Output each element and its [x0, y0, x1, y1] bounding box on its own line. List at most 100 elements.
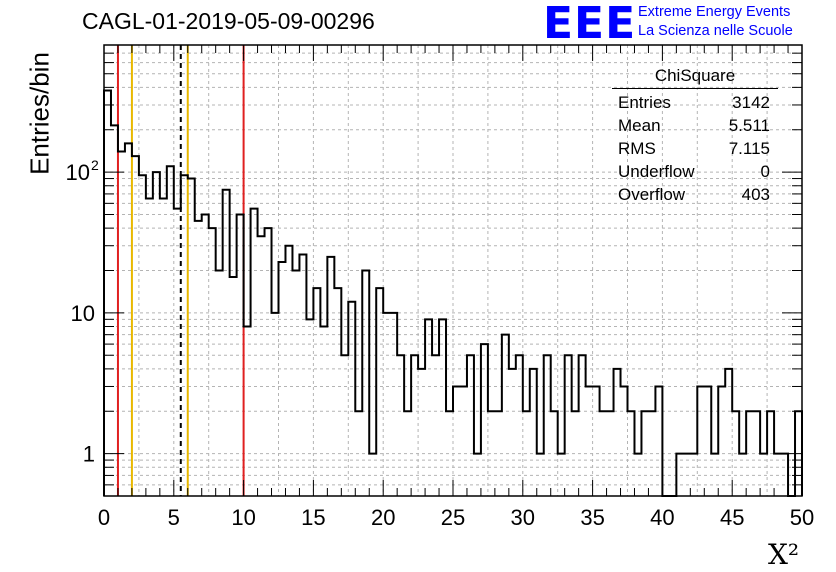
histogram-bin [628, 411, 635, 496]
histogram-outline [103, 89, 803, 497]
stats-value: 5.511 [728, 116, 770, 135]
histogram-bin [418, 369, 425, 496]
histogram-bin [495, 411, 502, 496]
x-tick-label: 45 [720, 505, 744, 530]
histogram-bin [697, 386, 704, 496]
stats-value: 0 [760, 162, 770, 181]
histogram-bin [425, 319, 432, 496]
histogram-bin [327, 257, 334, 496]
histogram-bin [167, 166, 174, 496]
histogram-bin [265, 228, 272, 496]
stats-row: Entries 3142 [612, 91, 778, 114]
stats-row: Overflow 403 [612, 183, 778, 206]
histogram-bin [195, 221, 202, 496]
stats-row: Underflow 0 [612, 160, 778, 183]
histogram-bin [774, 454, 781, 496]
histogram-bin [558, 454, 565, 496]
histogram-bin [118, 152, 125, 496]
stats-label: Underflow [618, 162, 695, 181]
histogram-bin [320, 327, 327, 496]
histogram-bin [299, 254, 306, 496]
histogram-bin [334, 288, 341, 496]
histogram-bin [181, 175, 188, 496]
histogram-bin [537, 454, 544, 496]
histogram-bin [648, 411, 655, 496]
histogram-bin [411, 355, 418, 496]
histogram-bin [272, 313, 279, 496]
histogram-bin [446, 411, 453, 496]
x-axis-label: X² [768, 538, 800, 571]
histogram-bin [746, 411, 753, 496]
x-tick-label: 30 [511, 505, 535, 530]
x-tick-label: 20 [371, 505, 395, 530]
histogram-bin [188, 179, 195, 496]
y-tick-label: 10 [66, 160, 90, 185]
x-tick-label: 15 [301, 505, 325, 530]
histogram-bin [683, 454, 690, 496]
histogram-bin [341, 355, 348, 496]
y-tick-label: 10 [71, 301, 95, 326]
histogram-bin [160, 198, 167, 496]
histogram-bin [258, 236, 265, 496]
histogram-bin [474, 454, 481, 496]
histogram-bin [753, 411, 760, 496]
histogram-bin [292, 271, 299, 497]
histogram-bin [230, 277, 237, 496]
histogram-bin [516, 355, 523, 496]
stats-label: RMS [618, 139, 656, 158]
histogram-bin [739, 454, 746, 496]
histogram-bin [732, 411, 739, 496]
histogram-bin [369, 454, 376, 496]
histogram-bin [216, 271, 223, 497]
histogram-bin [104, 91, 111, 496]
histogram-bin [467, 355, 474, 496]
stats-value: 3142 [732, 93, 770, 112]
x-tick-label: 0 [98, 505, 110, 530]
histogram-bin [586, 386, 593, 496]
histogram-bin [153, 172, 160, 496]
histogram-bin [725, 369, 732, 496]
y-tick-exponent: 2 [91, 157, 99, 173]
histogram-bin [690, 454, 697, 496]
histogram-bin [767, 411, 774, 496]
histogram-bin [593, 386, 600, 496]
stats-label: Mean [618, 116, 661, 135]
x-tick-label: 5 [168, 505, 180, 530]
histogram-bin [125, 143, 132, 496]
histogram-bin [544, 355, 551, 496]
histogram-bin [565, 355, 572, 496]
histogram-bin [676, 454, 683, 496]
histogram-bin [551, 411, 558, 496]
histogram-bin [621, 386, 628, 496]
histogram-bin [523, 411, 530, 496]
stats-label: Entries [618, 93, 671, 112]
histogram-bin [572, 411, 579, 496]
histogram-bin [481, 344, 488, 496]
y-tick-label: 1 [83, 442, 95, 467]
chart-title: CAGL-01-2019-05-09-00296 [82, 8, 375, 34]
histogram-bin [348, 302, 355, 496]
histogram-bin [390, 313, 397, 496]
histogram-bin [139, 175, 146, 496]
histogram-bin [509, 369, 516, 496]
stats-value: 403 [741, 185, 770, 204]
histogram-bin [530, 369, 537, 496]
histogram-bin [355, 411, 362, 496]
histogram-bin [607, 411, 614, 496]
x-tick-label: 10 [231, 505, 255, 530]
histogram-bin [453, 386, 460, 496]
histogram-bin [251, 209, 258, 496]
y-axis-label: Entries/bin [24, 52, 55, 175]
histogram-bin [202, 214, 209, 496]
stats-title: ChiSquare [612, 66, 778, 89]
histogram-bin [383, 313, 390, 496]
histogram-bin [362, 271, 369, 497]
histogram-bin [432, 355, 439, 496]
histogram-bin [209, 228, 216, 496]
stats-value: 7.115 [728, 139, 770, 158]
histogram-bin [279, 262, 286, 496]
stats-row: Mean 5.511 [612, 114, 778, 137]
eee-logo-line1: Extreme Energy Events [638, 4, 791, 20]
stats-box: ChiSquare Entries 3142 Mean 5.511 RMS 7.115… [612, 66, 778, 206]
